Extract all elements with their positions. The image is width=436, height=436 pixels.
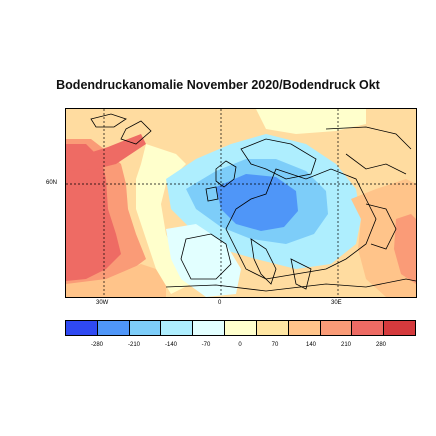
colorbar-swatch (319, 320, 353, 336)
colorbar-swatch (287, 320, 321, 336)
colorbar-tick-label: -140 (164, 342, 178, 348)
colorbar (65, 320, 416, 338)
colorbar-tick-label: 140 (305, 342, 317, 348)
arctic-high (256, 109, 366, 134)
colorbar-swatch (65, 320, 98, 336)
lon-label-0: 0 (218, 300, 222, 306)
colorbar-tick-label: -70 (201, 342, 211, 348)
colorbar-swatch (383, 320, 416, 336)
anomaly-map (65, 108, 417, 298)
colorbar-swatch (128, 320, 162, 336)
neutral-band (136, 144, 191, 294)
colorbar-swatch (192, 320, 226, 336)
east-high-core (394, 214, 416, 284)
lon-label-30w: 30W (96, 300, 109, 306)
map-title: Bodendruckanomalie November 2020/Bodendr… (56, 78, 380, 92)
iberia-neutral (166, 224, 241, 297)
colorbar-tick-label: -280 (90, 342, 104, 348)
colorbar-swatch (160, 320, 194, 336)
coastlines (90, 113, 416, 292)
lat-label-60n: 60N (46, 180, 58, 186)
colorbar-swatch (351, 320, 385, 336)
colorbar-swatch (255, 320, 289, 336)
colorbar-tick-label: -210 (127, 342, 141, 348)
graticule (66, 109, 416, 297)
colorbar-swatch (96, 320, 130, 336)
colorbar-tick-label: 210 (340, 342, 352, 348)
europe-low-core (216, 174, 298, 231)
atlantic-high-north (66, 134, 146, 171)
colorbar-tick-label: 0 (238, 342, 242, 348)
map-canvas (66, 109, 416, 297)
colorbar-swatch (224, 320, 257, 336)
atlantic-high-core (66, 144, 121, 281)
lon-label-30e: 30E (331, 300, 342, 306)
atlantic-high-south (66, 264, 166, 297)
colorbar-tick-label: 70 (271, 342, 279, 348)
colorbar-tick-label: 280 (375, 342, 387, 348)
